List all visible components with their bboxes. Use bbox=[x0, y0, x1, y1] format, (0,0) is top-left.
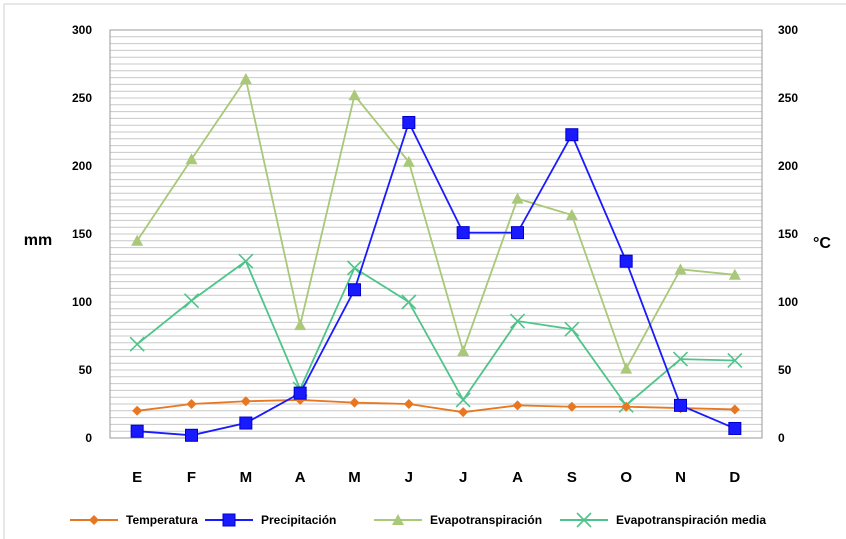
data-point-evapotranspiracion bbox=[348, 89, 361, 101]
data-point-evapotranspiracion bbox=[402, 155, 415, 167]
data-point-temperatura bbox=[132, 405, 143, 416]
data-point-evapotranspiracion-media bbox=[727, 352, 743, 369]
legend-label: Precipitación bbox=[261, 513, 336, 527]
y-tick-label-left: 250 bbox=[72, 91, 92, 105]
legend-swatch-marker bbox=[392, 514, 404, 525]
series-precipitacion bbox=[130, 115, 742, 442]
data-point-evapotranspiracion bbox=[674, 263, 687, 275]
legend-swatch-marker bbox=[222, 513, 236, 527]
data-point-temperatura bbox=[349, 397, 360, 408]
data-point-temperatura bbox=[240, 396, 251, 407]
data-point-precipitacion bbox=[456, 226, 470, 240]
x-tick-label: M bbox=[240, 469, 253, 486]
x-tick-label: E bbox=[132, 469, 142, 486]
legend-label: Evapotranspiración bbox=[430, 513, 542, 527]
x-tick-label: A bbox=[512, 469, 523, 486]
data-point-precipitacion bbox=[565, 128, 579, 142]
x-tick-label: D bbox=[729, 469, 740, 486]
y-tick-label-left: 0 bbox=[85, 431, 92, 445]
y-tick-label-right: 50 bbox=[778, 363, 792, 377]
x-tick-label: M bbox=[348, 469, 361, 486]
data-point-evapotranspiracion-media bbox=[455, 392, 471, 408]
data-point-evapotranspiracion bbox=[185, 153, 198, 165]
data-point-precipitacion bbox=[674, 398, 687, 412]
legend-swatch-marker bbox=[89, 515, 99, 525]
plot-area bbox=[109, 29, 763, 439]
y-tick-label-left: 50 bbox=[79, 363, 93, 377]
data-point-temperatura bbox=[621, 401, 632, 412]
data-point-evapotranspiracion-media bbox=[672, 351, 689, 367]
y-tick-label-left: 100 bbox=[72, 295, 92, 309]
plot-border bbox=[109, 29, 763, 439]
series-layer bbox=[129, 72, 743, 442]
data-point-precipitacion bbox=[239, 416, 253, 430]
x-tick-label: J bbox=[405, 469, 413, 486]
legend-label: Temperatura bbox=[126, 513, 198, 527]
legend-item-temperatura: Temperatura bbox=[70, 513, 198, 527]
y-tick-label-left: 200 bbox=[72, 159, 92, 173]
data-point-temperatura bbox=[403, 399, 414, 409]
data-point-evapotranspiracion bbox=[511, 192, 524, 204]
data-point-temperatura bbox=[512, 400, 523, 411]
data-point-temperatura bbox=[729, 404, 740, 415]
y-tick-label-right: 200 bbox=[778, 159, 798, 173]
data-point-evapotranspiracion-media bbox=[401, 294, 417, 310]
data-point-precipitacion bbox=[130, 424, 144, 438]
y-tick-label-right: 0 bbox=[778, 431, 785, 445]
data-point-precipitacion bbox=[728, 421, 742, 435]
y-tick-label-right: 300 bbox=[778, 23, 798, 37]
data-point-precipitacion bbox=[511, 226, 524, 240]
legend-item-evapotranspiracion-media: Evapotranspiración media bbox=[560, 512, 766, 528]
x-tick-label: N bbox=[675, 469, 686, 486]
data-point-temperatura bbox=[186, 399, 197, 409]
y-axis-label-right: °C bbox=[813, 235, 831, 252]
series-line-temperatura bbox=[137, 399, 735, 414]
series-evapotranspiracion bbox=[131, 72, 741, 374]
series-line-evapotranspiracion-media bbox=[136, 259, 735, 407]
x-tick-label: J bbox=[459, 469, 467, 486]
data-point-precipitacion bbox=[293, 386, 307, 400]
legend-item-precipitacion: Precipitación bbox=[205, 513, 336, 527]
y-tick-label-right: 250 bbox=[778, 91, 798, 105]
data-point-temperatura bbox=[458, 407, 469, 418]
data-point-precipitacion bbox=[348, 283, 361, 297]
x-tick-label: F bbox=[187, 469, 196, 486]
y-tick-label-left: 300 bbox=[72, 23, 92, 37]
y-tick-label-right: 100 bbox=[778, 295, 798, 309]
series-line-evapotranspiracion bbox=[136, 76, 735, 371]
series-line-precipitacion bbox=[137, 120, 736, 437]
y-axis-label-left: mm bbox=[24, 232, 52, 249]
legend-swatch-marker bbox=[576, 512, 592, 528]
data-point-evapotranspiracion-media bbox=[238, 253, 254, 269]
data-point-evapotranspiracion-media bbox=[509, 313, 526, 329]
legend: Temperatura Precipitación Evapotranspiraci… bbox=[70, 512, 766, 528]
legend-item-evapotranspiracion: Evapotranspiración bbox=[374, 513, 542, 527]
data-point-evapotranspiracion-media bbox=[564, 321, 580, 337]
series-evapotranspiracion-media bbox=[129, 253, 743, 413]
x-tick-label: O bbox=[620, 469, 632, 486]
data-point-precipitacion bbox=[185, 428, 198, 442]
data-point-evapotranspiracion bbox=[131, 234, 144, 246]
data-point-evapotranspiracion bbox=[239, 72, 252, 84]
data-point-evapotranspiracion-media bbox=[129, 336, 145, 352]
axes: 0 50 100 150 200 250 300 0 50 100 150 200 250 300 E F M A… bbox=[72, 23, 798, 486]
data-point-evapotranspiracion bbox=[457, 344, 470, 356]
data-point-evapotranspiracion bbox=[294, 319, 307, 331]
y-tick-label-right: 150 bbox=[778, 227, 798, 241]
y-tick-label-left: 150 bbox=[72, 227, 92, 241]
data-point-evapotranspiracion bbox=[620, 362, 633, 374]
data-point-evapotranspiracion bbox=[565, 208, 578, 220]
legend-label: Evapotranspiración media bbox=[616, 513, 766, 527]
data-point-evapotranspiracion-media bbox=[183, 293, 200, 309]
data-point-precipitacion bbox=[619, 254, 633, 268]
data-point-temperatura bbox=[566, 401, 577, 412]
x-tick-label: A bbox=[295, 469, 306, 486]
x-tick-label: S bbox=[567, 469, 577, 486]
data-point-precipitacion bbox=[402, 115, 416, 129]
data-point-evapotranspiracion bbox=[728, 268, 741, 280]
